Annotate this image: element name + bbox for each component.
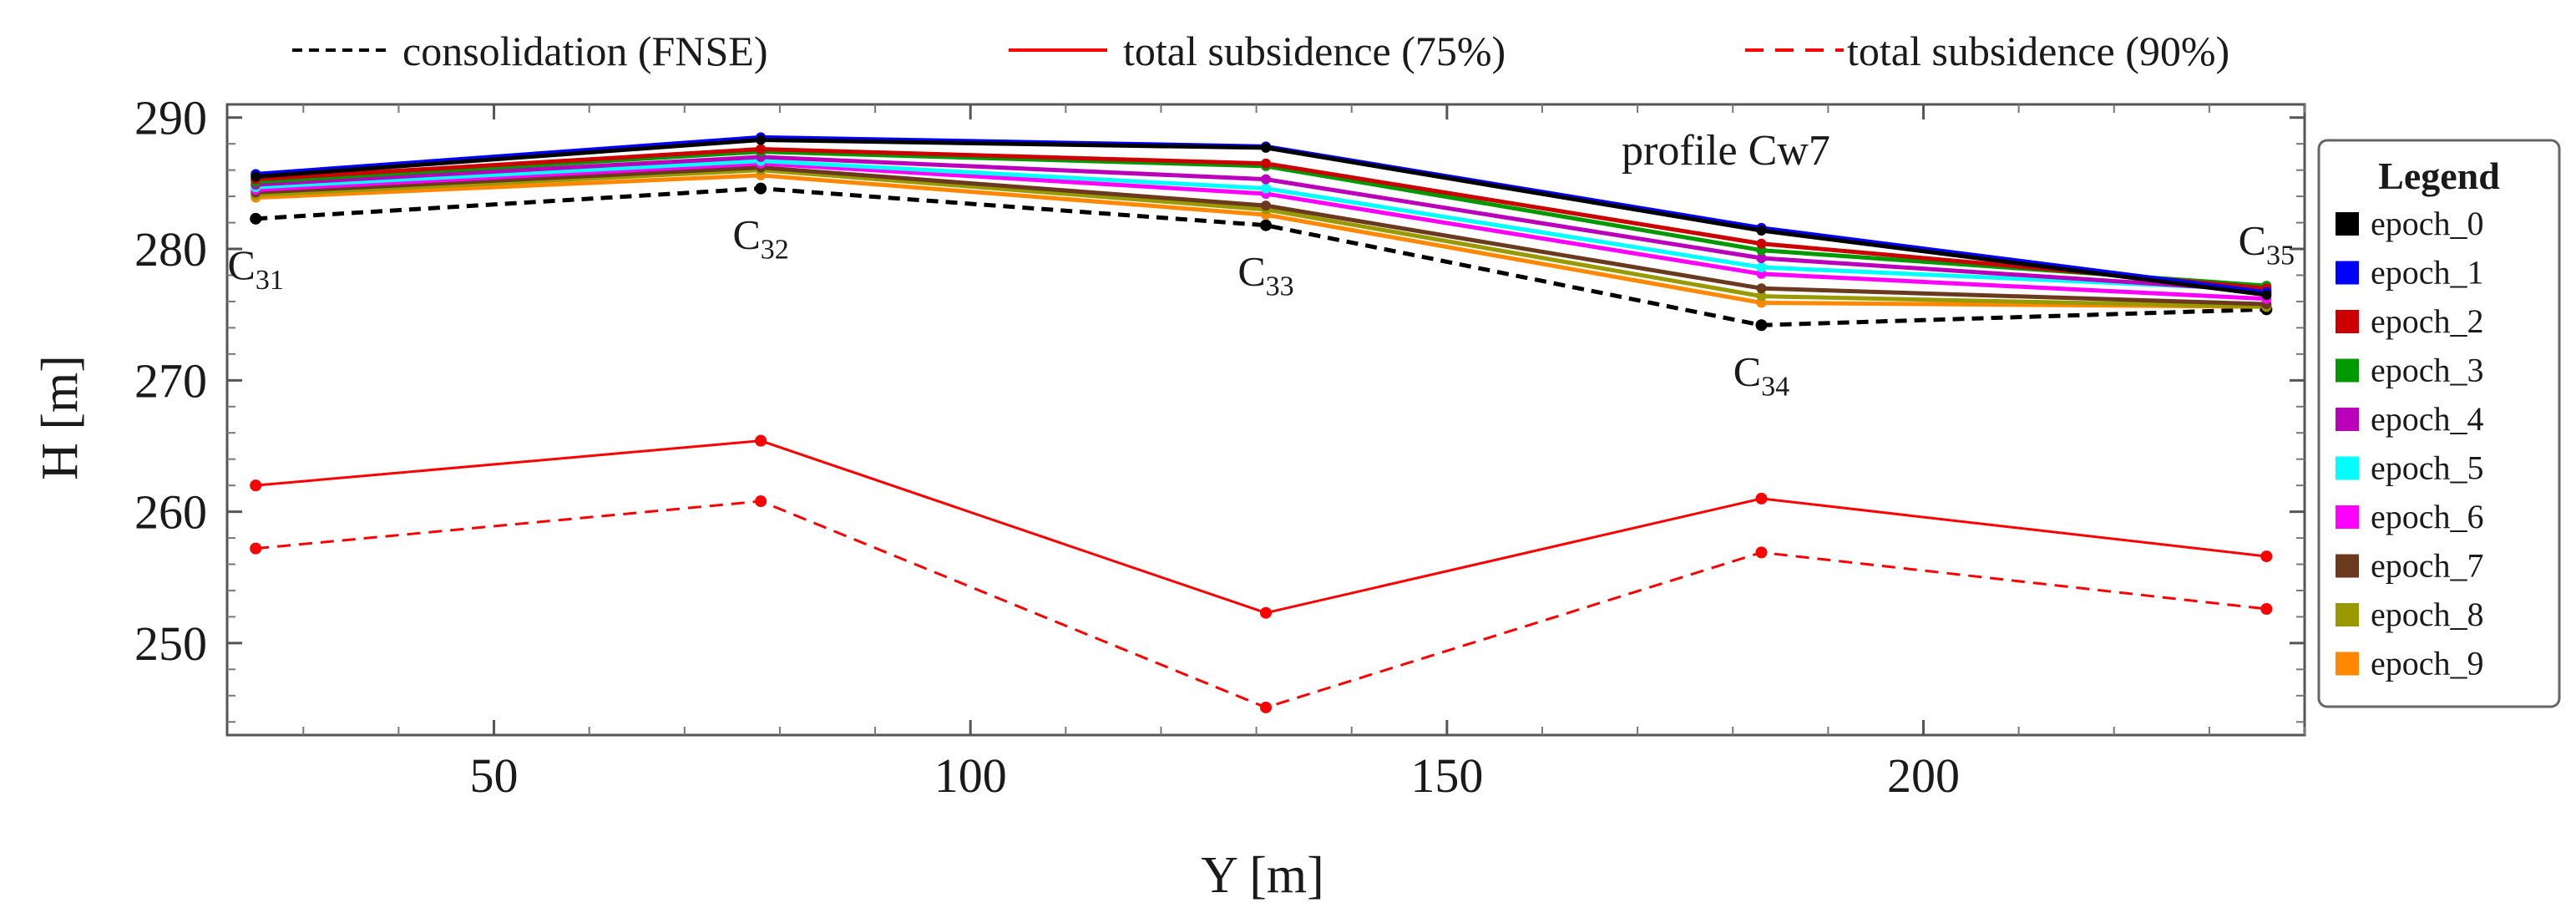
epoch-legend-title: Legend (2378, 155, 2500, 197)
legend-label-epoch_4: epoch_4 (2371, 400, 2484, 438)
ref-marker-1-3 (1755, 492, 1768, 505)
epoch-legend-frame (2317, 139, 2561, 708)
plot-frame (225, 103, 2306, 737)
x-axis-title: Y [m] (1201, 847, 1324, 904)
legend-swatch-epoch_9 (2336, 652, 2359, 676)
ref-marker-0-0 (250, 212, 262, 225)
legend-label-epoch_5: epoch_5 (2371, 449, 2484, 487)
ref-marker-1-1 (755, 434, 767, 447)
point-label-C32: C32 (732, 211, 788, 266)
y-tick-label: 270 (134, 353, 207, 408)
legend-swatch-epoch_8 (2336, 603, 2359, 626)
legend-label-epoch_7: epoch_7 (2371, 547, 2484, 585)
epoch-legend-items: epoch_0 epoch_1 epoch_2 epoch_3 epoch_4epoch… (2336, 205, 2484, 682)
ref-marker-0-3 (1755, 319, 1768, 332)
legend-label-epoch_8: epoch_8 (2371, 596, 2484, 633)
top-legend: consolidation (FNSE) total subsidence (7… (292, 28, 2229, 74)
top-legend-label-subsidence-75: total subsidence (75%) (1123, 28, 1506, 74)
top-legend-label-subsidence-90: total subsidence (90%) (1847, 28, 2229, 74)
legend-swatch-epoch_2 (2336, 310, 2359, 333)
ref-line-2 (256, 500, 2267, 709)
legend-swatch-epoch_1 (2336, 261, 2359, 285)
ref-line-0 (256, 186, 2267, 327)
y-tick-label: 250 (134, 616, 207, 671)
ref-marker-2-1 (755, 495, 767, 508)
profile-annotation: profile Cw7 (1622, 127, 1830, 175)
legend-label-epoch_6: epoch_6 (2371, 498, 2484, 535)
series-marker-epoch_0-3 (1756, 226, 1767, 236)
series-marker-epoch_0-2 (1261, 142, 1271, 153)
legend-swatch-epoch_4 (2336, 408, 2359, 431)
tick-labels: 50 100 150 200 250 260 270 280 290 (134, 91, 1960, 803)
legend-label-epoch_1: epoch_1 (2371, 254, 2484, 292)
legend-swatch-epoch_7 (2336, 554, 2359, 578)
series-marker-epoch_8-3 (1756, 291, 1767, 302)
y-tick-label: 280 (134, 222, 207, 276)
series-marker-epoch_2-3 (1756, 238, 1767, 249)
point-label-C33: C33 (1237, 248, 1293, 302)
x-tick-label: 150 (1410, 748, 1483, 803)
legend-swatch-epoch_3 (2336, 358, 2359, 383)
x-tick-label: 200 (1887, 748, 1960, 803)
data-markers (250, 132, 2273, 713)
legend-swatch-epoch_6 (2336, 505, 2359, 529)
ref-marker-2-3 (1755, 546, 1768, 559)
legend-swatch-epoch_0 (2336, 212, 2359, 236)
ref-marker-0-1 (755, 182, 767, 195)
point-label-C34: C34 (1733, 347, 1789, 402)
legend-label-epoch_3: epoch_3 (2371, 352, 2484, 389)
top-legend-label-consolidation: consolidation (FNSE) (402, 28, 767, 74)
ref-marker-2-0 (250, 542, 262, 555)
legend-label-epoch_2: epoch_2 (2371, 302, 2484, 340)
series-marker-epoch_2-1 (756, 144, 767, 155)
point-labels: C31 C32 C33 C34 C35 (228, 211, 2295, 403)
legend-swatch-epoch_5 (2336, 456, 2359, 480)
x-tick-label: 100 (934, 748, 1007, 803)
ref-marker-1-4 (2260, 550, 2273, 563)
point-label-C35: C35 (2239, 216, 2295, 271)
y-tick-label: 260 (134, 485, 207, 540)
x-tick-label: 50 (470, 748, 519, 803)
legend-label-epoch_9: epoch_9 (2371, 645, 2484, 682)
legend-label-epoch_0: epoch_0 (2371, 205, 2484, 242)
y-tick-label: 290 (134, 91, 207, 145)
epoch-legend: Legend epoch_0epoch_1epoch_2epoch_3epoch… (2317, 139, 2561, 708)
ref-marker-1-2 (1260, 606, 1272, 619)
series-marker-epoch_5-2 (1261, 183, 1271, 194)
series-marker-epoch_5-3 (1756, 262, 1767, 273)
ref-marker-2-2 (1260, 701, 1272, 713)
series-marker-epoch_7-3 (1756, 283, 1767, 294)
point-label-C31: C31 (228, 241, 284, 296)
series-marker-epoch_0-0 (251, 171, 261, 182)
ref-line-1 (256, 439, 2267, 615)
series-marker-epoch_4-2 (1261, 174, 1271, 185)
y-axis-title: H [m] (32, 355, 89, 480)
series-marker-epoch_4-3 (1756, 253, 1767, 264)
series-marker-epoch_7-2 (1261, 200, 1271, 211)
series-marker-epoch_2-2 (1261, 158, 1271, 169)
axis-ticks (227, 104, 2305, 735)
series-marker-epoch_0-1 (756, 134, 767, 145)
ref-marker-2-4 (2260, 603, 2273, 615)
ref-marker-1-0 (250, 479, 262, 492)
series-marker-epoch_0-4 (2261, 290, 2272, 301)
ref-marker-0-2 (1260, 219, 1272, 231)
